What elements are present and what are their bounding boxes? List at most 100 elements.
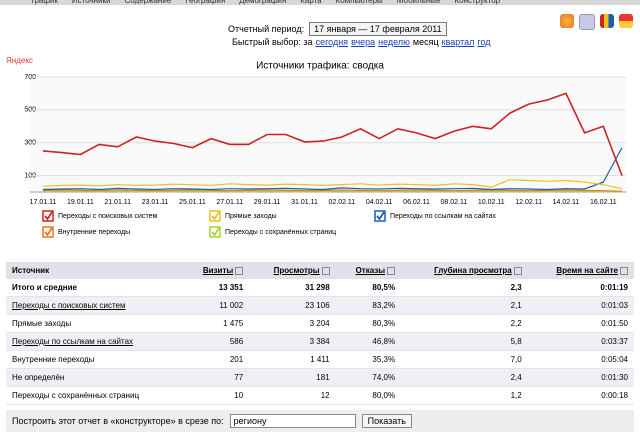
x-tick-label: 06.02.11 — [403, 199, 430, 206]
table-cell: 0:01:19 — [527, 279, 634, 297]
period-select[interactable]: 17 января — 17 февраля 2011 — [309, 22, 447, 36]
table-cell: 586 — [182, 332, 250, 351]
column-label[interactable]: Время на сайте — [556, 266, 618, 275]
nav-tab[interactable]: Компьютеры — [335, 0, 383, 5]
legend-label[interactable]: Прямые заходы — [225, 213, 277, 220]
table-cell: 1 411 — [249, 350, 336, 369]
table-cell: 2,2 — [401, 314, 528, 333]
pie-icon[interactable] — [560, 14, 574, 28]
x-tick-label: 14.02.11 — [553, 199, 580, 206]
column-header: Визиты — [182, 262, 250, 279]
nav-tab[interactable]: Карта — [300, 0, 322, 5]
nav-tab[interactable]: Источники — [71, 0, 111, 5]
table-cell: 181 — [249, 368, 336, 387]
quick-link[interactable]: вчера — [351, 37, 376, 47]
bar-icon[interactable] — [600, 14, 614, 28]
series-line — [42, 147, 623, 191]
column-header: Источник — [6, 262, 183, 279]
x-tick-label: 10.02.11 — [478, 199, 505, 206]
x-tick-label: 17.01.11 — [30, 199, 57, 206]
column-label[interactable]: Глубина просмотра — [434, 266, 512, 275]
table-row: Переходы по ссылкам на сайтах 586 3 384 46,… — [6, 332, 634, 351]
nav-tab[interactable]: Трафик — [30, 0, 58, 5]
quick-link[interactable]: квартал — [441, 37, 475, 47]
help-icon[interactable] — [620, 266, 628, 275]
table-cell: 201 — [182, 350, 250, 369]
chart: Яндекс Источники трафика: сводка 1003005… — [6, 56, 626, 238]
help-icon[interactable] — [513, 266, 522, 275]
table-cell: 0:01:03 — [527, 296, 634, 315]
nav-tab[interactable]: География — [185, 0, 226, 5]
table-cell: 35,3% — [335, 350, 402, 369]
table-cell: Итого и средние — [6, 279, 183, 297]
legend-check — [44, 227, 53, 237]
table-cell: 80,3% — [335, 314, 402, 333]
table-cell: Не определён — [6, 368, 183, 387]
legend-checkbox — [42, 226, 54, 238]
table-cell: 0:01:50 — [527, 314, 634, 333]
table-cell: Переходы с сохранённых страниц — [6, 386, 183, 405]
x-tick-label: 12.02.11 — [515, 199, 542, 206]
legend-label[interactable]: Переходы с поисковых систем — [58, 213, 157, 220]
x-tick-label: 16.02.11 — [590, 199, 617, 206]
help-icon[interactable] — [235, 266, 244, 275]
table-cell: 3 384 — [249, 332, 336, 351]
legend-checkbox — [374, 210, 386, 222]
nav-tab[interactable]: Демография — [239, 0, 287, 5]
legend-checkbox — [209, 226, 221, 238]
quick-link[interactable]: неделю — [378, 37, 410, 47]
footer-label: Построить этот отчет в «конструкторе» в … — [12, 416, 224, 426]
table-cell: 0:05:04 — [527, 350, 634, 369]
help-icon[interactable] — [321, 266, 330, 275]
nav-tab[interactable]: Мобильные — [396, 0, 441, 5]
table-cell: Внутренние переходы — [6, 350, 183, 369]
table-cell: 0:03:37 — [527, 332, 634, 351]
table-row: Итого и средние 13 351 31 298 80,5% 2,3 0:01:… — [6, 279, 634, 297]
table-cell: 1,2 — [401, 386, 528, 405]
legend-label[interactable]: Внутренние переходы — [58, 229, 130, 236]
table-cell: 23 106 — [249, 296, 336, 315]
table-cell: 31 298 — [249, 279, 336, 297]
legend-check — [376, 211, 385, 221]
help-icon[interactable] — [387, 266, 396, 275]
line-icon[interactable] — [579, 14, 595, 30]
quick-link[interactable]: сегодня — [315, 37, 349, 47]
watermark: Яндекс — [6, 56, 33, 65]
show-button[interactable]: Показать — [361, 414, 412, 428]
table-cell: 5,8 — [401, 332, 528, 351]
table-cell[interactable]: Переходы с поисковых систем — [6, 296, 183, 315]
table-cell: 74,0% — [335, 368, 402, 387]
chart-title: Источники трафика: сводка — [256, 60, 384, 72]
nav-tab[interactable]: Содержание — [124, 0, 172, 5]
plot-area — [30, 77, 626, 192]
series-line — [42, 92, 623, 176]
x-tick-label: 27.01.11 — [216, 199, 243, 206]
legend-label[interactable]: Переходы по ссылкам на сайтах — [390, 212, 496, 220]
table-cell: 2,3 — [401, 279, 528, 297]
column-label[interactable]: Просмотры — [273, 266, 320, 275]
column-label[interactable]: Отказы — [355, 266, 386, 275]
legend-checkbox — [42, 210, 54, 222]
legend-label[interactable]: Переходы с сохранённых страниц — [225, 229, 336, 236]
period-label: Отчетный период: — [228, 24, 305, 34]
table-cell: 10 — [182, 386, 250, 405]
x-tick-label: 25.01.11 — [179, 199, 206, 206]
table-cell[interactable]: Переходы по ссылкам на сайтах — [6, 332, 183, 351]
quick-link[interactable]: месяц — [412, 37, 439, 47]
quick-link[interactable]: год — [477, 37, 491, 47]
footer: Построить этот отчет в «конструкторе» в … — [6, 410, 634, 432]
table-row: Прямые заходы 1 475 3 204 80,3% 2,2 0:01:50 — [6, 314, 634, 333]
table-cell: 11 002 — [182, 296, 250, 315]
period: Отчетный период: 17 января — 17 февраля … — [228, 22, 447, 36]
series-line — [42, 190, 623, 193]
legend-check — [44, 211, 53, 221]
slice-select[interactable]: региону — [229, 414, 356, 428]
x-tick-label: 08.02.11 — [441, 199, 468, 206]
table-icon[interactable] — [619, 14, 633, 28]
column-label[interactable]: Визиты — [202, 266, 234, 275]
nav-tab[interactable]: Конструктор — [454, 0, 501, 5]
data-table: Источник Визиты Просмотры Отказы Глубина про… — [6, 262, 634, 405]
table-cell: 7,0 — [401, 350, 528, 369]
table-cell: 83,2% — [335, 296, 402, 315]
